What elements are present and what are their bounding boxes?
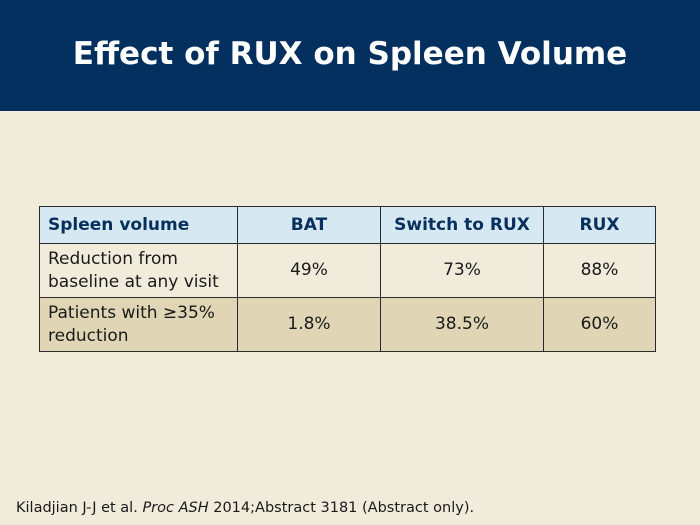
citation: Kiladjian J-J et al. Proc ASH 2014;Abstr… (16, 500, 474, 516)
table-row: Patients with ≥35% reduction 1.8% 38.5% … (39, 297, 656, 352)
cell-bat: 1.8% (237, 297, 381, 352)
header-spleen-volume: Spleen volume (39, 206, 238, 244)
citation-details: 2014;Abstract 3181 (Abstract only). (213, 500, 475, 516)
table-header-row: Spleen volume BAT Switch to RUX RUX (39, 206, 656, 244)
title-bar: Effect of RUX on Spleen Volume (0, 0, 700, 111)
row-label: Reduction from baseline at any visit (39, 243, 238, 298)
cell-bat: 49% (237, 243, 381, 298)
citation-authors: Kiladjian J-J et al. (16, 500, 138, 516)
header-rux: RUX (543, 206, 656, 244)
cell-switch-to-rux: 73% (380, 243, 544, 298)
header-bat: BAT (237, 206, 381, 244)
cell-rux: 88% (543, 243, 656, 298)
header-switch-to-rux: Switch to RUX (380, 206, 544, 244)
spleen-volume-table: Spleen volume BAT Switch to RUX RUX Redu… (39, 206, 656, 352)
cell-switch-to-rux: 38.5% (380, 297, 544, 352)
table-row: Reduction from baseline at any visit 49%… (39, 243, 656, 298)
slide-title: Effect of RUX on Spleen Volume (72, 35, 628, 72)
cell-rux: 60% (543, 297, 656, 352)
citation-journal: Proc ASH (142, 500, 209, 516)
row-label: Patients with ≥35% reduction (39, 297, 238, 352)
